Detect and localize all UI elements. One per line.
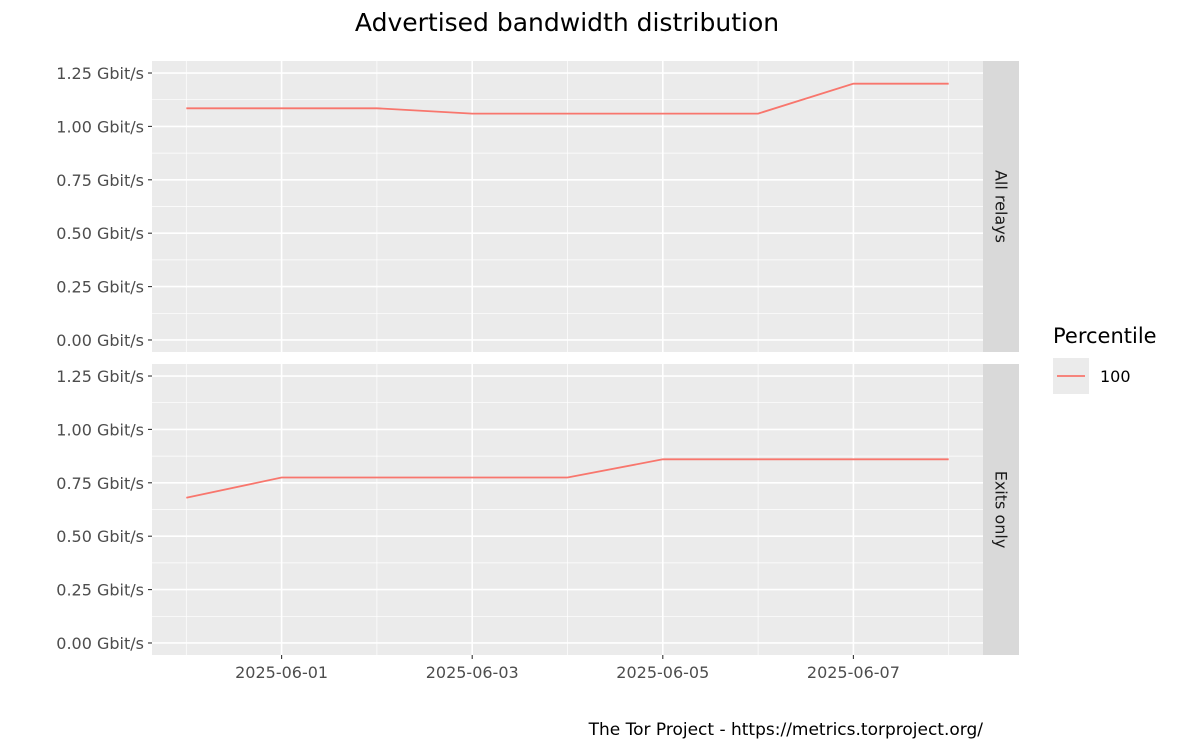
y-tick-label: 0.00 Gbit/s — [56, 331, 144, 350]
y-tick-label: 0.00 Gbit/s — [56, 634, 144, 653]
x-tick-label: 2025-06-03 — [426, 663, 519, 682]
y-tick-label: 1.00 Gbit/s — [56, 117, 144, 136]
y-tick-label: 1.25 Gbit/s — [56, 64, 144, 83]
y-tick-label: 0.75 Gbit/s — [56, 171, 144, 190]
x-tick-label: 2025-06-07 — [807, 663, 900, 682]
facet-strip — [983, 61, 1019, 352]
series-line-100 — [186, 458, 949, 499]
facet-strip-label: Exits only — [992, 471, 1011, 549]
facet-panel: 0.00 Gbit/s 0.25 Gbit/s 0.50 Gbit/s 0.75 Gb… — [56, 61, 1019, 352]
chart-caption: The Tor Project - https://metrics.torpro… — [588, 720, 984, 740]
series-line-100 — [186, 82, 949, 115]
chart-title: Advertised bandwidth distribution — [355, 8, 779, 37]
legend: Percentile 100 — [1053, 324, 1157, 394]
y-tick-label: 0.50 Gbit/s — [56, 224, 144, 243]
y-tick-label: 0.75 Gbit/s — [56, 474, 144, 493]
x-axis: 2025-06-01 2025-06-03 2025-06-05 2025-06-07 — [235, 655, 900, 682]
facet-panels: 0.00 Gbit/s 0.25 Gbit/s 0.50 Gbit/s 0.75 Gb… — [56, 61, 1019, 655]
y-tick-label: 1.25 Gbit/s — [56, 367, 144, 386]
y-tick-label: 0.25 Gbit/s — [56, 278, 144, 297]
facet-panel: 0.00 Gbit/s 0.25 Gbit/s 0.50 Gbit/s 0.75 Gb… — [56, 364, 1019, 655]
facet-strip-label: All relays — [992, 170, 1011, 243]
legend-entry-label: 100 — [1100, 367, 1131, 386]
x-tick-label: 2025-06-01 — [235, 663, 328, 682]
x-tick-label: 2025-06-05 — [616, 663, 709, 682]
facet-strip — [983, 364, 1019, 655]
y-tick-label: 1.00 Gbit/s — [56, 420, 144, 439]
legend-title: Percentile — [1053, 324, 1157, 348]
y-tick-label: 0.25 Gbit/s — [56, 581, 144, 600]
y-tick-label: 0.50 Gbit/s — [56, 527, 144, 546]
